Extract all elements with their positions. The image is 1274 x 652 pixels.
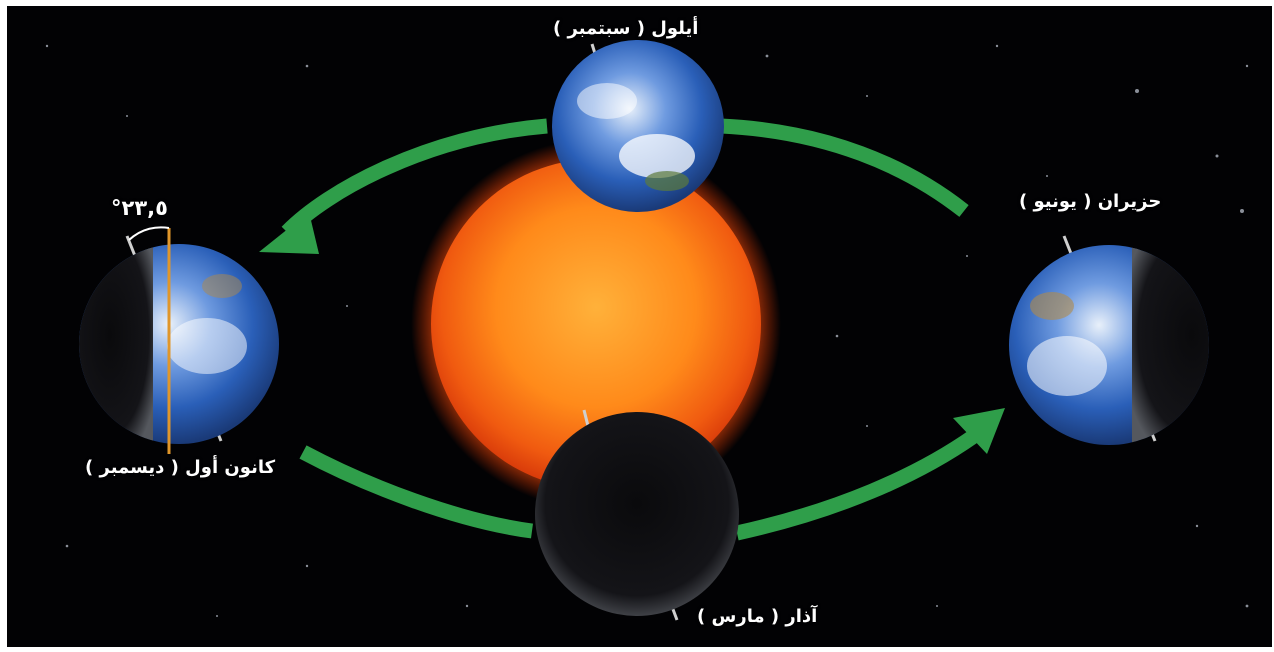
tilt-angle-arc <box>128 226 170 241</box>
earth-december <box>79 226 279 454</box>
label-june: حزيران ( يونيو ) <box>1019 191 1162 212</box>
earth-march <box>535 409 739 621</box>
label-september: أيلول ( سبتمبر ) <box>553 18 699 39</box>
label-tilt-angle: °٢٣,٥ <box>111 196 168 220</box>
orbit-arrow-jun-to-sep <box>720 118 969 217</box>
earth-september <box>552 40 724 212</box>
orbit-arrow-dec-to-mar <box>299 445 533 539</box>
diagram-canvas <box>45 40 1249 621</box>
label-march: آذار ( مارس ) <box>697 606 818 627</box>
earth-orbit-diagram: أيلول ( سبتمبر ) حزيران ( يونيو ) كانون … <box>7 6 1272 647</box>
sun <box>411 139 781 509</box>
earth-june <box>1009 235 1209 445</box>
orbit-arrow-mar-to-jun <box>735 429 979 541</box>
label-december: كانون أول ( ديسمبر ) <box>85 457 276 478</box>
arrowhead-dec <box>259 212 319 254</box>
arrowhead-jun <box>953 408 1005 454</box>
